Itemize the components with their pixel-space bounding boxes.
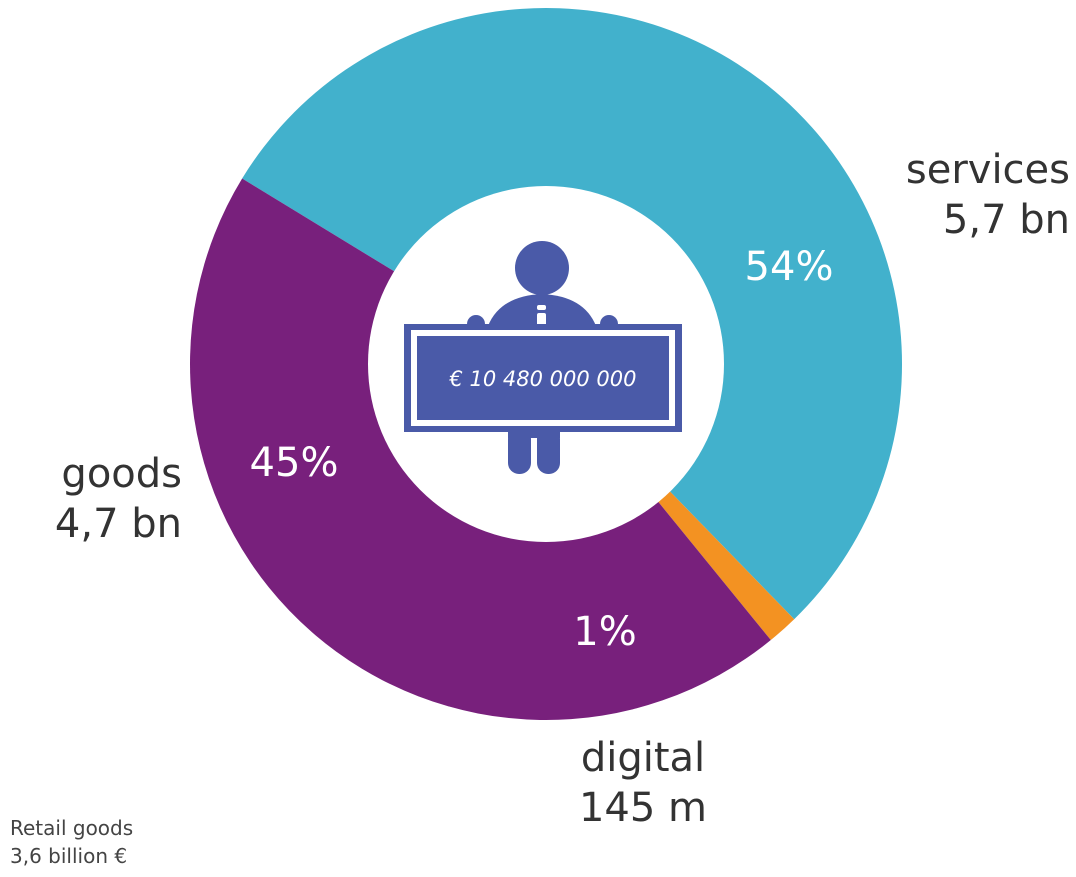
label-goods-amount: 4,7 bn xyxy=(54,501,182,547)
person-holding-sign-icon xyxy=(404,241,682,474)
footnote-line-2: 3,6 billion € xyxy=(10,844,128,868)
footnote-line-1: Retail goods xyxy=(10,816,134,840)
label-digital: digital 145 m xyxy=(560,733,726,833)
label-services-name: services xyxy=(905,147,1070,193)
label-digital-amount: 145 m xyxy=(578,785,708,831)
percent-label-digital: 1% xyxy=(573,609,636,655)
label-digital-name: digital xyxy=(580,735,706,781)
total-amount-label: € 10 480 000 000 xyxy=(448,367,636,391)
label-services: services 5,7 bn xyxy=(906,145,1070,245)
percent-label-services: 54% xyxy=(745,244,834,290)
footnote: Retail goods 3,6 billion € xyxy=(10,814,133,870)
label-goods: goods 4,7 bn xyxy=(55,449,182,549)
percent-label-goods: 45% xyxy=(250,440,339,486)
label-goods-name: goods xyxy=(61,451,182,497)
label-services-amount: 5,7 bn xyxy=(942,197,1070,243)
